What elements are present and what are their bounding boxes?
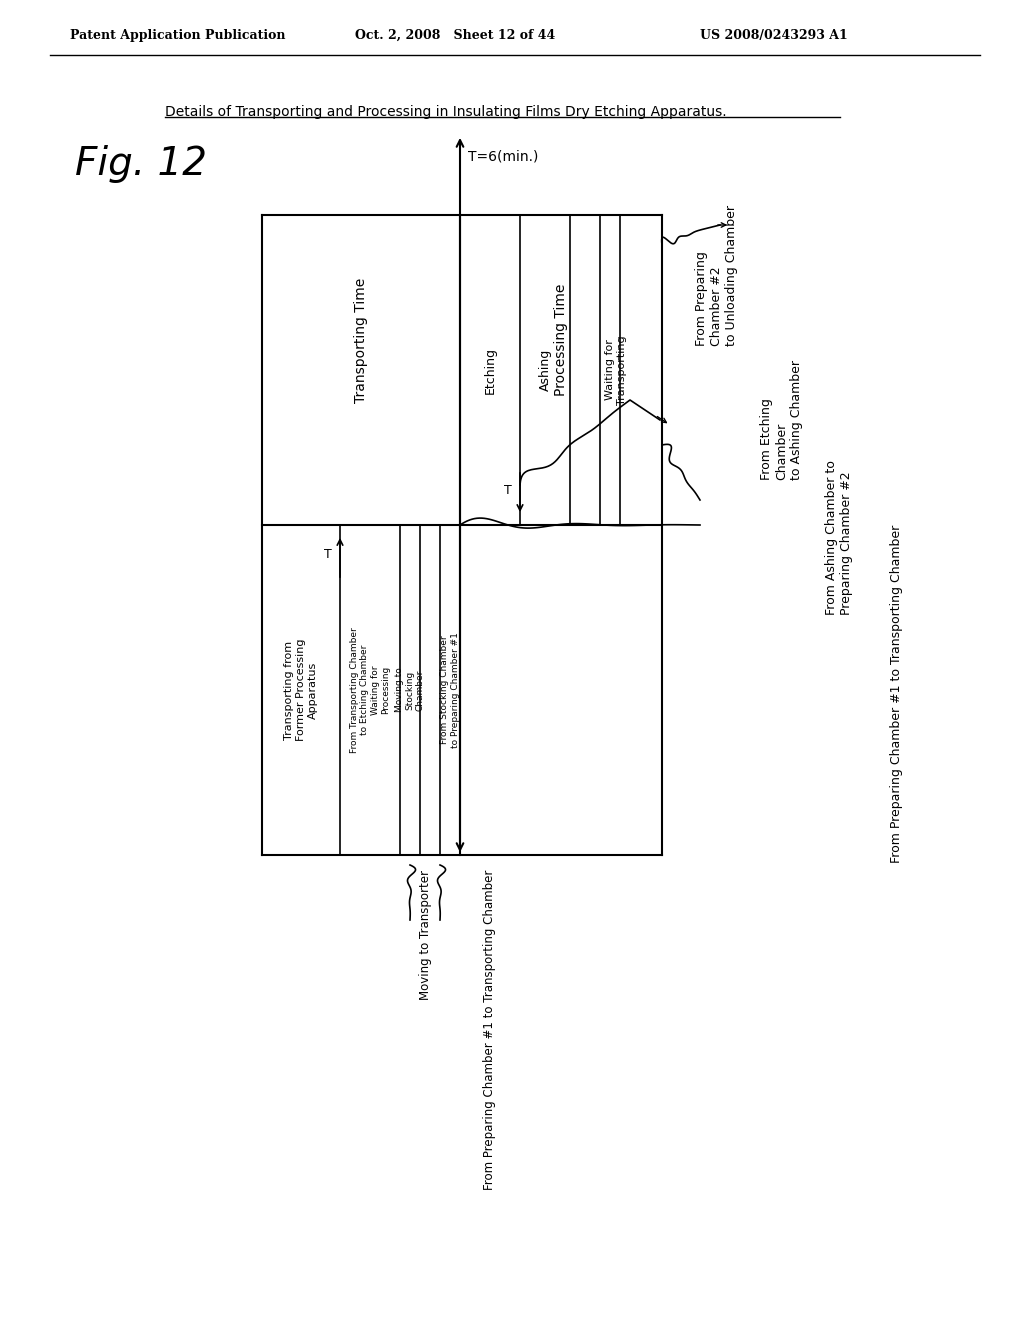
Text: From Preparing Chamber #1 to Transporting Chamber: From Preparing Chamber #1 to Transportin… (890, 525, 903, 863)
Text: T: T (504, 483, 512, 496)
Text: Etching: Etching (483, 346, 497, 393)
Text: Patent Application Publication: Patent Application Publication (70, 29, 286, 41)
Text: From Preparing
Chamber #2
to Unloading Chamber: From Preparing Chamber #2 to Unloading C… (695, 205, 738, 346)
Text: Ashing: Ashing (539, 348, 552, 391)
Text: Processing Time: Processing Time (554, 284, 568, 396)
Text: Moving to
Stocking
Chamber: Moving to Stocking Chamber (395, 668, 425, 713)
Text: From Stocking Chamber
to Preparing Chamber #1: From Stocking Chamber to Preparing Chamb… (440, 632, 460, 748)
Text: Oct. 2, 2008   Sheet 12 of 44: Oct. 2, 2008 Sheet 12 of 44 (355, 29, 555, 41)
Text: Fig. 12: Fig. 12 (75, 145, 207, 183)
Text: Waiting for
Transporting: Waiting for Transporting (605, 335, 627, 405)
Text: T=6(min.): T=6(min.) (468, 150, 539, 164)
Text: From Ashing Chamber to
Preparing Chamber #2: From Ashing Chamber to Preparing Chamber… (825, 459, 853, 615)
Text: US 2008/0243293 A1: US 2008/0243293 A1 (700, 29, 848, 41)
Text: Transporting Time: Transporting Time (354, 277, 368, 403)
Text: From Preparing Chamber #1 to Transporting Chamber: From Preparing Chamber #1 to Transportin… (483, 870, 497, 1191)
Text: From Etching
Chamber
to Ashing Chamber: From Etching Chamber to Ashing Chamber (760, 360, 803, 480)
Text: Moving to Transporter: Moving to Transporter (419, 870, 431, 1001)
Text: From Transporting Chamber
to Etching Chamber
Waiting for
Processing: From Transporting Chamber to Etching Cha… (350, 627, 390, 752)
Text: Transporting from
Former Processing
Apparatus: Transporting from Former Processing Appa… (285, 639, 317, 742)
Text: T: T (325, 549, 332, 561)
Text: Details of Transporting and Processing in Insulating Films Dry Etching Apparatus: Details of Transporting and Processing i… (165, 106, 727, 119)
